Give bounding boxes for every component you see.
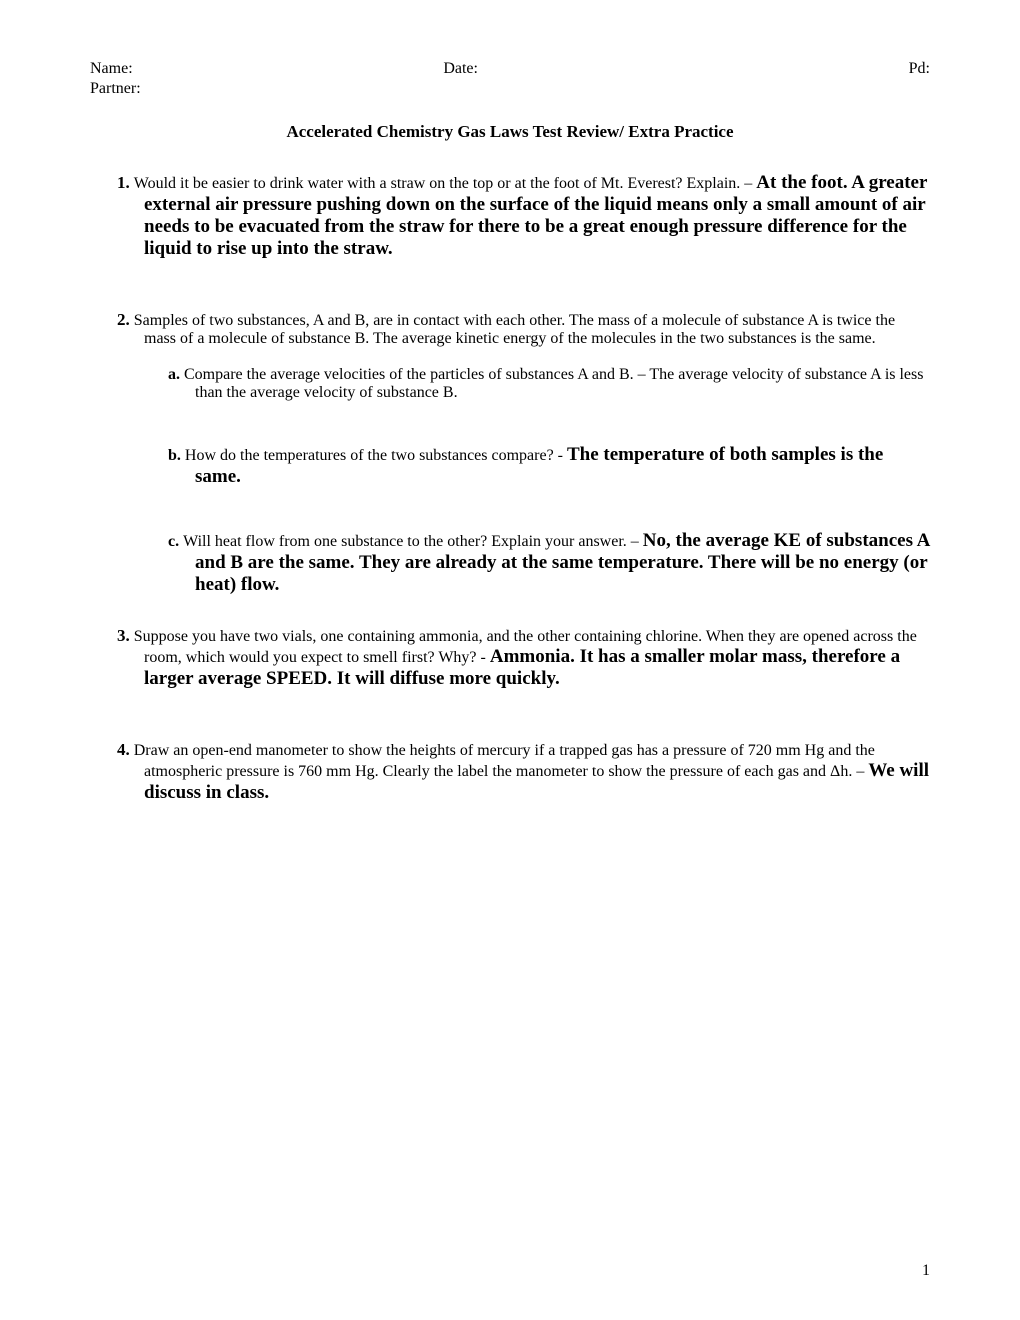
q2c-text: Will heat flow from one substance to the… — [183, 533, 643, 550]
question-1: 1. Would it be easier to drink water wit… — [90, 172, 930, 260]
date-label: Date: — [443, 60, 478, 78]
partner-label: Partner: — [90, 80, 930, 98]
q3-number: 3. — [117, 626, 130, 645]
q2c-letter: c. — [168, 533, 179, 550]
q2a-text: Compare the average velocities of the pa… — [184, 366, 923, 401]
page-title: Accelerated Chemistry Gas Laws Test Revi… — [90, 122, 930, 142]
q2a-letter: a. — [168, 366, 180, 383]
q4-delta: Δh — [830, 763, 848, 780]
q4-text-1: Draw an open-end manometer to show the h… — [134, 742, 875, 780]
name-label: Name: — [90, 60, 133, 78]
q2b-letter: b. — [168, 447, 181, 464]
q4-text-2: . – — [848, 763, 868, 780]
q4-number: 4. — [117, 740, 130, 759]
pd-label: Pd: — [909, 60, 930, 78]
question-3: 3. Suppose you have two vials, one conta… — [90, 626, 930, 690]
question-2: 2. Samples of two substances, A and B, a… — [90, 310, 930, 596]
q2-number: 2. — [117, 310, 130, 329]
q1-text: Would it be easier to drink water with a… — [134, 175, 757, 192]
q2b-text: How do the temperatures of the two subst… — [185, 447, 567, 464]
question-4: 4. Draw an open-end manometer to show th… — [90, 740, 930, 804]
page-number: 1 — [922, 1262, 930, 1280]
q2-sub-b: b. How do the temperatures of the two su… — [195, 444, 930, 488]
q2-text: Samples of two substances, A and B, are … — [134, 312, 895, 347]
q1-number: 1. — [117, 173, 130, 192]
q2-sub-a: a. Compare the average velocities of the… — [195, 366, 930, 402]
q2-sub-c: c. Will heat flow from one substance to … — [195, 530, 930, 596]
